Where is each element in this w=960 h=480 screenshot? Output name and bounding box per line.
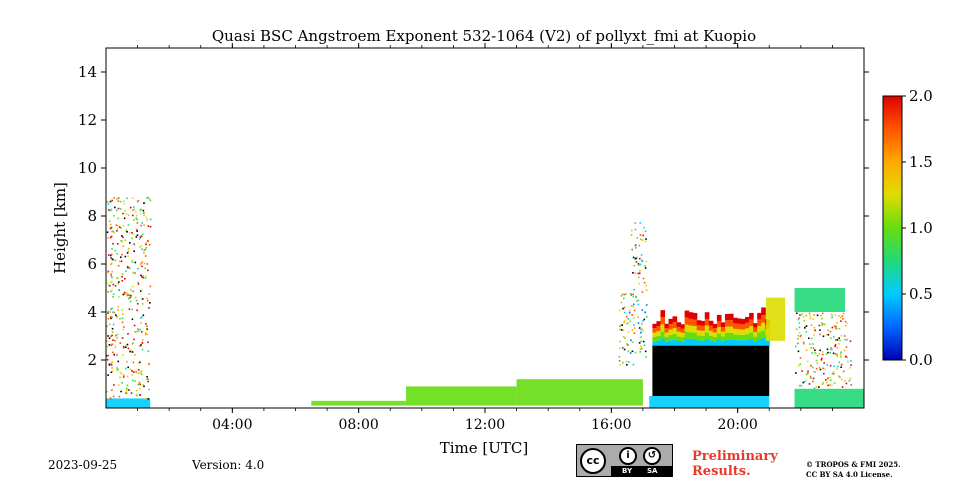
plot-area	[106, 48, 864, 408]
preliminary-notice: Preliminary Results.	[692, 449, 778, 479]
sa-label: SA	[647, 467, 658, 475]
cc-license-badge[interactable]: cc i ↺ BY SA	[576, 444, 673, 477]
y-tick-label-0: 2	[87, 351, 97, 369]
x-axis: 04:00 08:00 12:00 16:00 20:00	[137, 43, 833, 433]
data-layer-9	[618, 293, 648, 366]
y-axis: 2 4 6 8 10 12 14	[78, 63, 869, 369]
colorbar-ticks: 0.0 0.5 1.0 1.5 2.0	[902, 87, 933, 369]
colorbar-tick-label-3: 1.5	[909, 153, 933, 171]
data-layer-12	[794, 288, 846, 312]
data-layers	[106, 288, 864, 408]
data-layer-13	[794, 388, 864, 408]
colorbar: 0.0 0.5 1.0 1.5 2.0	[882, 87, 933, 369]
y-tick-label-6: 14	[78, 63, 97, 81]
copyright-notice: © TROPOS & FMI 2025. CC BY SA 4.0 Licens…	[806, 460, 901, 480]
data-layer-4	[406, 386, 517, 406]
x-tick-label-4: 20:00	[717, 417, 757, 433]
date-label: 2023-09-25	[48, 458, 118, 472]
by-label: BY	[622, 467, 633, 475]
chart-title: Quasi BSC Angstroem Exponent 532-1064 (V…	[212, 27, 756, 45]
y-tick-label-2: 6	[87, 255, 97, 273]
preliminary-line-1: Preliminary	[692, 449, 778, 464]
x-tick-label-1: 08:00	[338, 417, 378, 433]
colorbar-tick-label-1: 0.5	[909, 285, 933, 303]
y-axis-label: Height [km]	[51, 182, 69, 274]
y-tick-label-1: 4	[87, 303, 97, 321]
copyright-line-2: CC BY SA 4.0 License.	[806, 470, 893, 479]
preliminary-line-2: Results.	[692, 464, 751, 479]
attribution-icon: i	[619, 447, 637, 465]
y-tick-label-3: 8	[87, 207, 97, 225]
data-layer-10	[630, 222, 648, 293]
data-layer-0	[106, 398, 151, 408]
y-tick-label-5: 12	[78, 111, 97, 129]
data-layer-1	[106, 387, 150, 400]
colorbar-tick-label-0: 0.0	[909, 351, 933, 369]
cc-icon: cc	[580, 448, 606, 474]
data-layer-5	[516, 379, 643, 406]
share-alike-icon: ↺	[643, 447, 661, 465]
y-tick-label-4: 10	[78, 159, 97, 177]
cc-strip: BY SA	[611, 466, 672, 476]
x-axis-label: Time [UTC]	[440, 439, 529, 457]
colorbar-tick-label-4: 2.0	[909, 87, 933, 105]
data-layer-2	[106, 196, 152, 388]
colorbar-scale	[882, 95, 903, 361]
data-layer-7	[652, 345, 770, 396]
x-tick-label-2: 12:00	[465, 417, 505, 433]
x-tick-label-0: 04:00	[212, 417, 252, 433]
data-layer-11	[766, 297, 786, 341]
data-layer-14	[794, 312, 853, 390]
data-speckles	[106, 196, 853, 400]
x-tick-label-3: 16:00	[591, 417, 631, 433]
data-layer-6	[649, 396, 770, 408]
colorbar-tick-label-2: 1.0	[909, 219, 933, 237]
version-label: Version: 4.0	[192, 458, 265, 472]
data-layer-3	[311, 400, 407, 406]
copyright-line-1: © TROPOS & FMI 2025.	[806, 460, 901, 469]
